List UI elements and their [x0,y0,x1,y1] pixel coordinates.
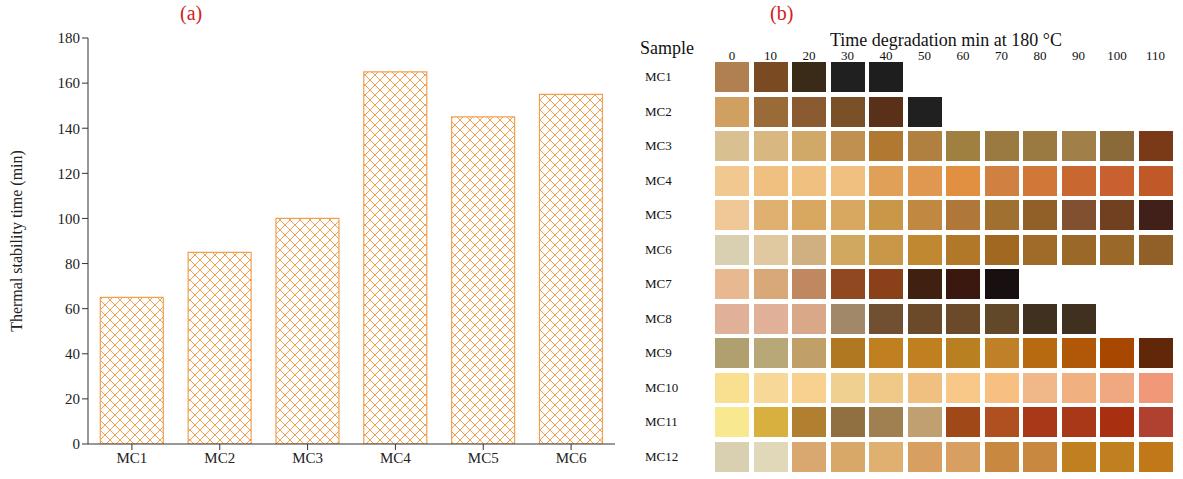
svg-text:MC2: MC2 [204,450,235,466]
svg-text:Thermal stability time (min): Thermal stability time (min) [8,150,26,332]
svg-text:60: 60 [65,301,80,317]
html-text:Sample: Sample [640,38,694,58]
html-text:MC2: MC2 [645,103,672,119]
svg-text:100: 100 [58,211,81,227]
svg-text:140: 140 [58,121,81,137]
html-text:MC11: MC11 [645,414,678,429]
html-text:MC5: MC5 [645,207,672,222]
svg-text:20: 20 [65,391,80,407]
html-text:MC6: MC6 [645,241,672,257]
html-text:90: 90 [1072,48,1085,63]
svg-text:MC3: MC3 [292,450,323,466]
html-text:MC9: MC9 [645,345,672,360]
svg-text:160: 160 [58,75,81,91]
svg-text:40: 40 [65,346,80,362]
svg-text:MC5: MC5 [468,450,499,466]
html-text:MC10: MC10 [645,379,679,395]
html-text:60: 60 [956,48,970,63]
html-text:MC4: MC4 [645,172,672,188]
svg-text:180: 180 [58,30,81,46]
html-text:(b): (b) [770,2,794,24]
svg-text:120: 120 [58,166,81,182]
html-text:MC8: MC8 [645,310,672,326]
svg-text:MC1: MC1 [116,450,147,466]
html-text:80: 80 [1033,48,1047,63]
svg-text:0: 0 [73,436,81,452]
html-text:70: 70 [995,48,1008,63]
html-text:MC1: MC1 [645,69,672,84]
html-text:MC7: MC7 [645,276,672,291]
html-text:Time degradation min at 180 °C: Time degradation min at 180 °C [830,30,1062,50]
svg-text:MC6: MC6 [556,450,587,466]
html-text:20: 20 [802,48,816,63]
html-text:40: 40 [879,48,893,63]
html-text:MC3: MC3 [645,138,672,153]
html-text:10: 10 [764,48,777,63]
html-text:30: 30 [841,48,854,63]
html-text:0: 0 [728,48,736,63]
html-text:50: 50 [918,48,931,63]
html-text:110: 110 [1146,48,1165,63]
html-text:100: 100 [1107,48,1127,63]
svg-text:MC4: MC4 [380,450,411,466]
html-text:MC12: MC12 [645,448,679,464]
svg-text:80: 80 [65,256,80,272]
html-text:(a): (a) [180,2,203,24]
